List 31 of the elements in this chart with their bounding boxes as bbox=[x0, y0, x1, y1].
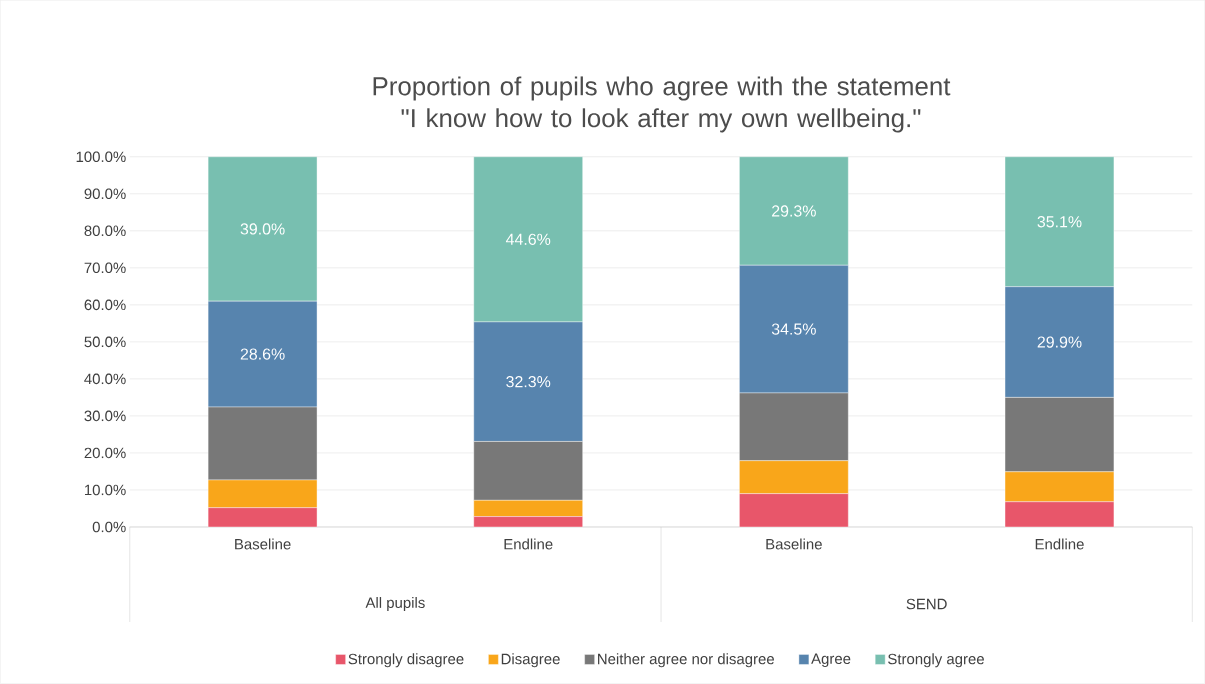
data-label: 39.0% bbox=[240, 223, 285, 235]
y-tick-label: 0.0% bbox=[92, 521, 126, 533]
legend-label: Strongly disagree bbox=[348, 653, 464, 668]
legend-label: Disagree bbox=[501, 653, 560, 668]
y-tick-label: 40.0% bbox=[84, 373, 126, 385]
y-tick-label: 30.0% bbox=[84, 410, 126, 422]
legend-label: Neither agree nor disagree bbox=[598, 653, 774, 668]
data-label: 32.3% bbox=[506, 376, 551, 388]
data-label: 34.5% bbox=[771, 323, 816, 335]
legend-label: Agree bbox=[811, 653, 851, 668]
y-tick-label: 80.0% bbox=[84, 225, 126, 237]
data-label: 28.6% bbox=[240, 348, 285, 360]
legend-label: Strongly agree bbox=[888, 653, 984, 668]
data-label: 35.1% bbox=[1037, 216, 1082, 228]
x-tick-label: Endline bbox=[1035, 538, 1084, 550]
data-label: 44.6% bbox=[505, 233, 551, 246]
chart-title: Proportion of pupils who agree with the statement "I know how to look after my own wellbeing." bbox=[373, 76, 951, 133]
y-tick-label: 100.0% bbox=[76, 151, 126, 163]
text: All pupils bbox=[365, 597, 425, 612]
y-tick-label: 10.0% bbox=[85, 484, 126, 496]
text: SEND bbox=[906, 598, 947, 610]
y-tick-label: 70.0% bbox=[84, 262, 126, 274]
y-tick-label: 60.0% bbox=[84, 299, 126, 311]
y-tick-label: 20.0% bbox=[84, 447, 126, 459]
x-tick-label: Baseline bbox=[766, 538, 822, 550]
y-tick-label: 90.0% bbox=[84, 188, 126, 200]
y-tick-label: 50.0% bbox=[84, 336, 126, 348]
data-label: 29.3% bbox=[772, 205, 816, 217]
x-tick-label: Baseline bbox=[235, 538, 291, 550]
data-label: 29.9% bbox=[1037, 336, 1082, 348]
x-tick-label: Endline bbox=[504, 538, 553, 550]
